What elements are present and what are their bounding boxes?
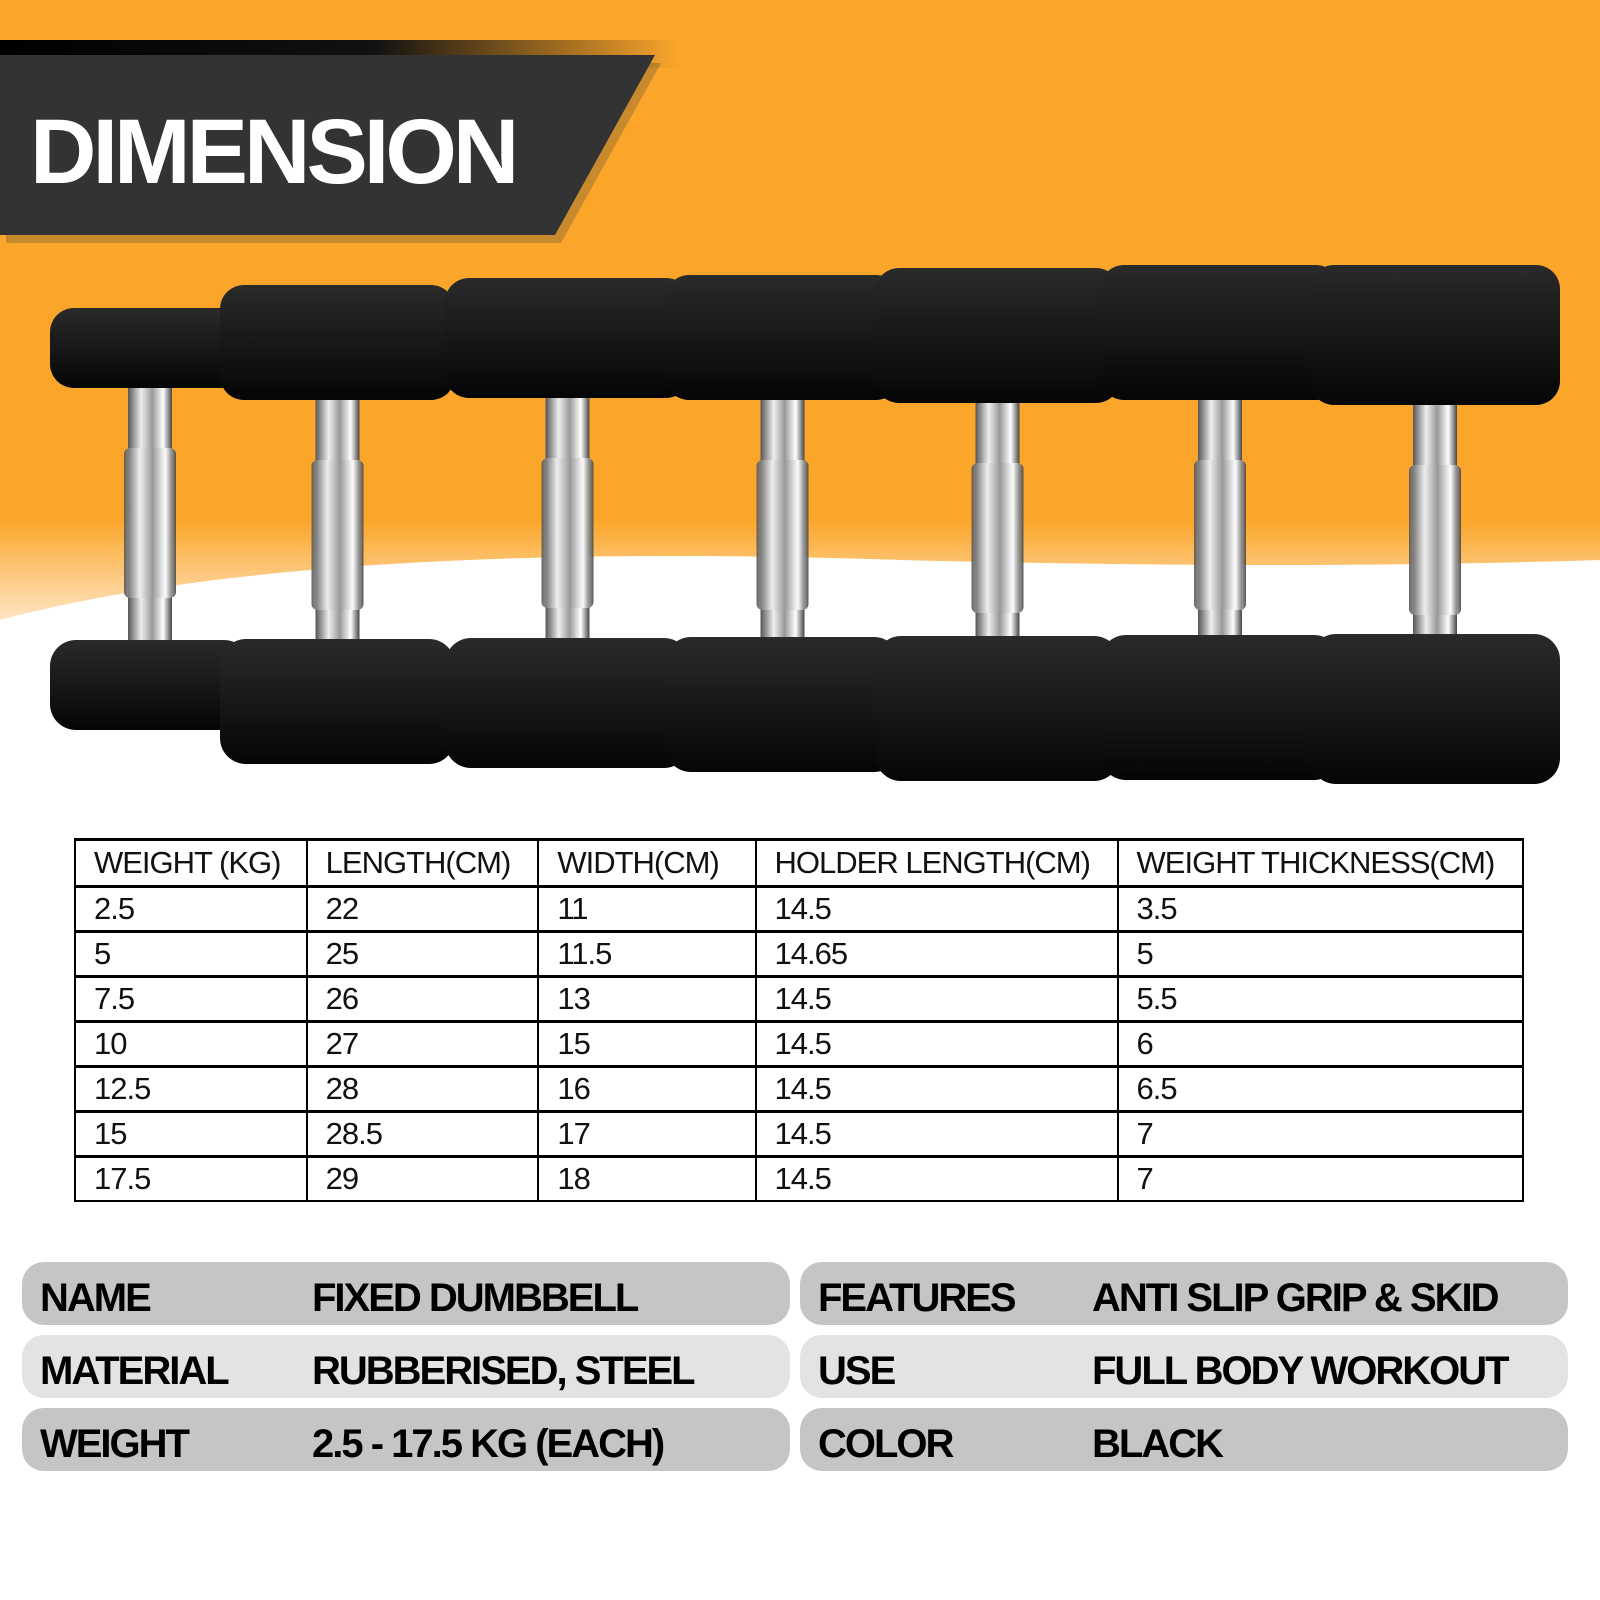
- table-cell: 14.5: [754, 975, 1119, 1023]
- table-cell: 26: [305, 975, 540, 1023]
- table-cell: 11.5: [537, 930, 757, 978]
- table-cell: 12.5: [74, 1065, 308, 1113]
- spec-row-weight: WEIGHT 2.5 - 17.5 KG (EACH): [22, 1408, 790, 1471]
- table-cell: 18: [537, 1155, 757, 1202]
- title-banner: [0, 40, 680, 243]
- table-row: 2.5 22 11 14.5 3.5: [74, 885, 1525, 933]
- spec-row-name: NAME FIXED DUMBBELL: [22, 1262, 790, 1325]
- table-cell: 6.5: [1116, 1065, 1525, 1113]
- table-cell: 14.65: [754, 930, 1119, 978]
- spec-value: RUBBERISED, STEEL: [312, 1349, 696, 1393]
- table-cell: 5: [1116, 930, 1525, 978]
- table-cell: 6: [1116, 1020, 1525, 1068]
- dumbbell: [1100, 265, 1340, 780]
- dimension-table: WEIGHT (KG) LENGTH(CM) WIDTH(CM) HOLDER LEN…: [74, 838, 1525, 1202]
- table-cell: 7: [1116, 1155, 1525, 1202]
- table-cell: 13: [537, 975, 757, 1023]
- table-cell: 11: [537, 885, 757, 933]
- table-row: 17.5 29 18 14.5 7: [74, 1155, 1525, 1202]
- column-header: WEIGHT (KG): [74, 838, 308, 888]
- spec-label: WEIGHT: [40, 1422, 190, 1466]
- spec-row-color: COLOR BLACK: [800, 1408, 1568, 1471]
- table-cell: 14.5: [754, 1110, 1119, 1158]
- table-cell: 15: [537, 1020, 757, 1068]
- dumbbell: [445, 278, 690, 768]
- table-cell: 16: [537, 1065, 757, 1113]
- spec-label: MATERIAL: [40, 1349, 230, 1393]
- table-cell: 22: [305, 885, 540, 933]
- dumbbell: [1310, 265, 1560, 784]
- table-cell: 2.5: [74, 885, 308, 933]
- column-header: HOLDER LENGTH(CM): [754, 838, 1119, 888]
- page-title: DIMENSION: [30, 101, 519, 203]
- column-header: WEIGHT THICKNESS(CM): [1116, 838, 1525, 888]
- table-cell: 7.5: [74, 975, 308, 1023]
- spec-label: FEATURES: [818, 1276, 1017, 1320]
- spec-value: BLACK: [1092, 1422, 1224, 1466]
- spec-row-features: FEATURES ANTI SLIP GRIP & SKID: [800, 1262, 1568, 1325]
- spec-value: ANTI SLIP GRIP & SKID: [1092, 1276, 1499, 1320]
- table-cell: 7: [1116, 1110, 1525, 1158]
- dumbbell: [50, 308, 250, 730]
- table-cell: 3.5: [1116, 885, 1525, 933]
- table-row: 12.5 28 16 14.5 6.5: [74, 1065, 1525, 1113]
- table-row: 5 25 11.5 14.65 5: [74, 930, 1525, 978]
- table-cell: 10: [74, 1020, 308, 1068]
- table-cell: 5: [74, 930, 308, 978]
- dumbbell-set-image: [50, 265, 1560, 784]
- dumbbell: [665, 275, 900, 772]
- table-cell: 14.5: [754, 885, 1119, 933]
- column-header: WIDTH(CM): [537, 838, 757, 888]
- spec-value: 2.5 - 17.5 KG (EACH): [312, 1422, 665, 1466]
- table-cell: 14.5: [754, 1065, 1119, 1113]
- spec-row-material: MATERIAL RUBBERISED, STEEL: [22, 1335, 790, 1398]
- table-row: 7.5 26 13 14.5 5.5: [74, 975, 1525, 1023]
- spec-label: USE: [818, 1349, 896, 1393]
- dumbbell: [220, 285, 455, 764]
- table-cell: 28: [305, 1065, 540, 1113]
- spec-label: NAME: [40, 1276, 152, 1320]
- spec-row-use: USE FULL BODY WORKOUT: [800, 1335, 1568, 1398]
- spec-label: COLOR: [818, 1422, 954, 1466]
- table-header-row: WEIGHT (KG) LENGTH(CM) WIDTH(CM) HOLDER LEN…: [74, 838, 1525, 888]
- table-cell: 15: [74, 1110, 308, 1158]
- spec-value: FIXED DUMBBELL: [312, 1276, 639, 1320]
- table-cell: 14.5: [754, 1020, 1119, 1068]
- table-cell: 17.5: [74, 1155, 308, 1202]
- spec-value: FULL BODY WORKOUT: [1092, 1349, 1510, 1393]
- table-cell: 17: [537, 1110, 757, 1158]
- table-cell: 28.5: [305, 1110, 540, 1158]
- table-cell: 14.5: [754, 1155, 1119, 1202]
- dumbbell: [875, 268, 1120, 781]
- table-cell: 27: [305, 1020, 540, 1068]
- table-cell: 29: [305, 1155, 540, 1202]
- column-header: LENGTH(CM): [305, 838, 540, 888]
- table-cell: 5.5: [1116, 975, 1525, 1023]
- table-row: 10 27 15 14.5 6: [74, 1020, 1525, 1068]
- table-row: 15 28.5 17 14.5 7: [74, 1110, 1525, 1158]
- table-cell: 25: [305, 930, 540, 978]
